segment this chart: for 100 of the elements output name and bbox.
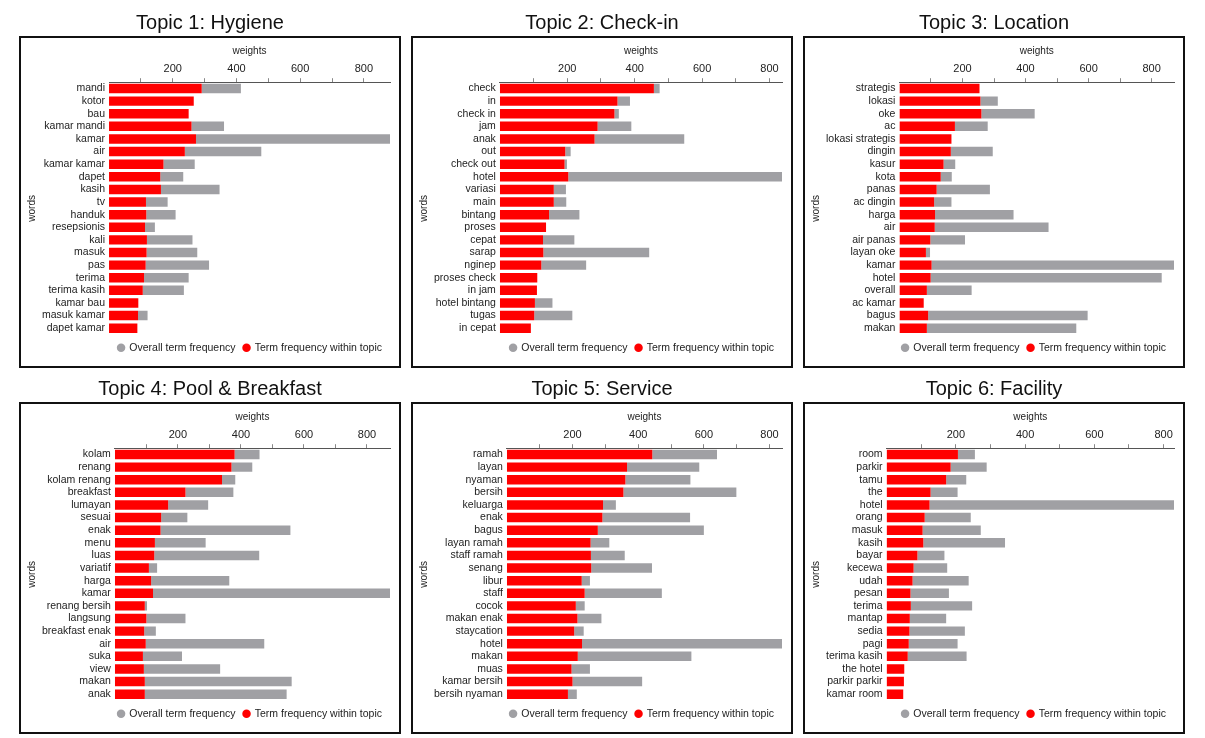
bar	[144, 601, 148, 611]
chart-title: Topic 3: Location	[918, 10, 1070, 35]
bar	[899, 146, 951, 157]
bar	[499, 146, 566, 157]
bar	[506, 689, 568, 699]
bar	[109, 197, 146, 207]
y-axis-title: words	[25, 561, 37, 589]
bar	[114, 676, 145, 687]
x-tick-label: 800	[760, 61, 779, 74]
y-tick-label: breakfast	[67, 485, 111, 498]
y-tick-label: hotel bintang	[435, 295, 497, 308]
y-tick-label: makan	[79, 674, 112, 687]
bar	[574, 626, 584, 636]
bar	[917, 550, 945, 561]
bar	[886, 512, 925, 523]
bar	[506, 538, 591, 548]
bar	[142, 651, 182, 662]
y-tick-label: panas	[866, 182, 896, 195]
bar	[114, 525, 161, 535]
bar	[930, 487, 958, 498]
y-tick-label: masuk	[74, 245, 106, 258]
bar	[582, 639, 782, 649]
bar	[499, 184, 554, 195]
x-tick-label: 400	[629, 427, 648, 440]
bar	[184, 146, 262, 157]
y-tick-label: air panas	[852, 232, 896, 245]
y-tick-label: dapet kamar	[46, 321, 106, 334]
y-tick-label: parkir	[856, 460, 884, 473]
y-tick-label: bayar	[856, 548, 884, 561]
bar	[499, 235, 544, 245]
bar	[222, 475, 236, 485]
y-tick-label: dapet	[78, 169, 106, 182]
bar	[899, 247, 926, 258]
bar	[114, 462, 232, 472]
bar	[899, 172, 941, 182]
y-tick-label: air	[99, 636, 112, 649]
y-tick-label: sedia	[857, 624, 883, 637]
bar	[499, 109, 615, 119]
bar	[142, 285, 184, 296]
y-tick-label: hotel	[480, 636, 503, 649]
bar	[145, 260, 210, 270]
y-tick-label: in	[487, 94, 497, 107]
bar	[899, 83, 980, 94]
x-tick-label: 200	[953, 61, 972, 74]
bar	[145, 222, 155, 232]
bar	[627, 462, 700, 472]
bar	[109, 159, 164, 169]
bar	[114, 613, 147, 624]
bar	[886, 664, 905, 674]
y-tick-label: muas	[477, 661, 503, 674]
y-tick-label: harga	[868, 207, 896, 220]
bar	[899, 285, 927, 296]
bar	[163, 159, 195, 169]
y-tick-label: strategis	[855, 81, 896, 94]
y-tick-label: sesuai	[80, 510, 111, 523]
bar	[575, 601, 585, 611]
bar	[185, 487, 234, 498]
bar	[899, 235, 931, 245]
bar	[146, 235, 193, 245]
bar	[153, 588, 390, 598]
y-tick-label: keluarga	[462, 497, 504, 510]
bar	[109, 184, 161, 195]
bar	[899, 222, 935, 232]
chart-title: Topic 6: Facility	[925, 376, 1063, 401]
bar	[146, 247, 198, 258]
bar	[146, 209, 176, 220]
bar	[161, 512, 188, 523]
y-tick-label: anak	[88, 687, 112, 700]
y-tick-label: kasih	[80, 182, 106, 195]
y-tick-label: masuk kamar	[42, 308, 106, 321]
bar	[553, 184, 566, 195]
y-tick-label: ac kamar	[852, 295, 896, 308]
bar	[572, 676, 643, 687]
y-tick-label: bersih nyaman	[434, 687, 504, 700]
bar	[950, 462, 987, 472]
y-tick-label: kota	[875, 169, 896, 182]
bar	[146, 613, 186, 624]
bar	[506, 487, 624, 498]
y-tick-label: in cepat	[459, 321, 496, 334]
bar	[114, 575, 152, 586]
legend-label: Term frequency within topic	[1038, 340, 1167, 353]
bar	[109, 222, 146, 232]
bar	[506, 588, 585, 598]
legend-label: Overall term frequency	[521, 340, 629, 353]
bar	[231, 462, 253, 472]
bar	[946, 475, 967, 485]
bar	[926, 323, 1077, 333]
bar	[899, 96, 981, 106]
y-axis-title: words	[417, 561, 429, 589]
y-tick-label: pesan	[853, 586, 883, 599]
bar	[886, 525, 923, 535]
y-tick-label: proses check	[433, 270, 497, 283]
bar	[886, 550, 918, 561]
bar	[899, 109, 982, 119]
bar	[981, 109, 1035, 119]
bar	[571, 664, 590, 674]
y-tick-label: kamar	[866, 258, 896, 271]
x-axis-title: weights	[234, 410, 270, 422]
bar	[549, 209, 580, 220]
y-tick-label: main	[473, 194, 497, 207]
